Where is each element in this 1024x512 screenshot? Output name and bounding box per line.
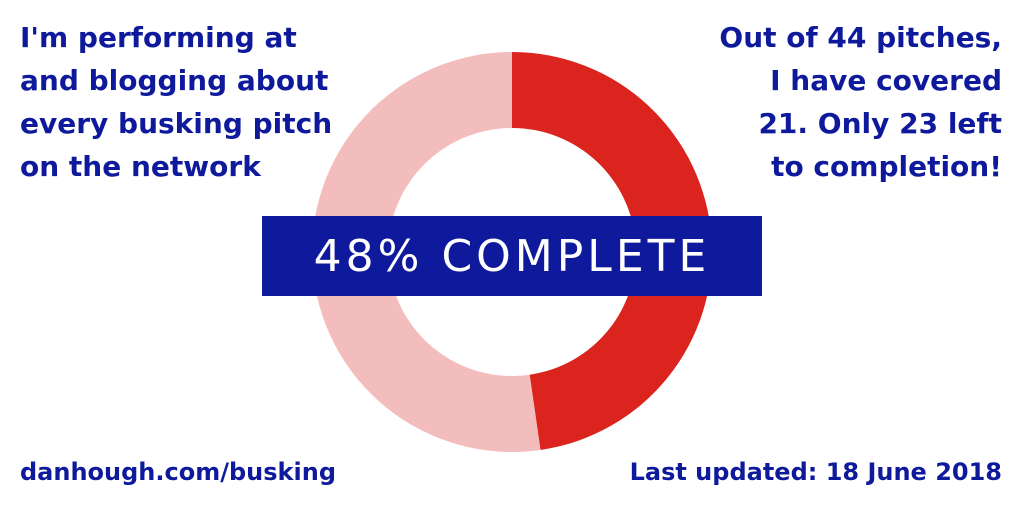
site-link[interactable]: danhough.com/busking <box>20 458 336 486</box>
intro-text: I'm performing at and blogging about eve… <box>20 21 333 183</box>
completion-banner: 48% COMPLETE <box>262 216 762 296</box>
completion-banner-label: 48% COMPLETE <box>313 230 711 282</box>
slice-left <box>312 52 541 452</box>
summary-text: Out of 44 pitches, I have covered 21. On… <box>719 21 1002 183</box>
last-updated-text: Last updated: 18 June 2018 <box>629 458 1002 486</box>
slice-covered <box>512 52 712 450</box>
